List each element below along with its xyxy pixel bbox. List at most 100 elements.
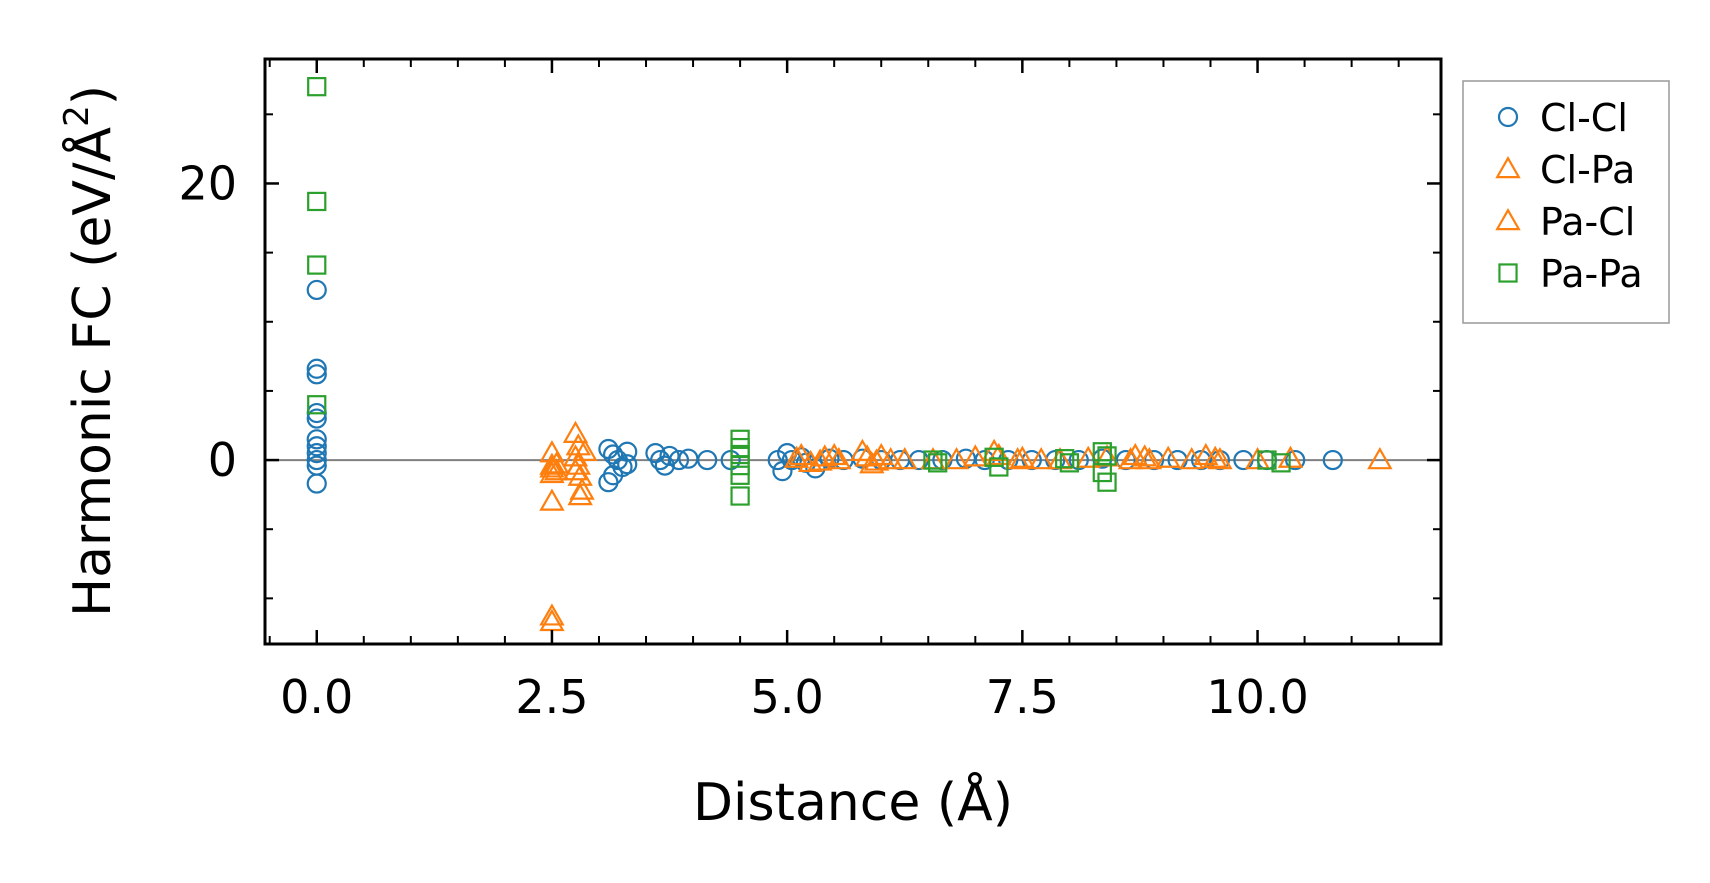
data-point <box>306 449 327 471</box>
x-tick-label: 2.5 <box>515 670 588 724</box>
data-point <box>307 395 327 415</box>
data-point <box>565 433 591 456</box>
data-point <box>306 429 327 450</box>
data-point <box>1285 449 1306 471</box>
legend-label-cl-pa: Cl-Pa <box>1540 148 1635 192</box>
data-point <box>306 436 327 457</box>
legend: Cl-Cl Cl-Pa Pa-Cl Pa-Pa <box>1462 80 1670 324</box>
y-tick-label: 20 <box>178 156 237 210</box>
data-point <box>781 449 802 471</box>
data-point <box>1028 447 1054 470</box>
y-axis-label: Harmonic FC (eV/Å2) <box>57 85 123 617</box>
data-point <box>565 452 591 475</box>
data-point <box>923 450 943 470</box>
data-point <box>539 455 565 478</box>
data-point <box>943 447 970 470</box>
data-point <box>1207 447 1233 470</box>
data-point <box>572 438 598 461</box>
data-point <box>1055 449 1075 469</box>
data-point <box>306 364 327 385</box>
data-point <box>1117 447 1144 470</box>
data-point <box>1004 447 1031 470</box>
data-point <box>569 477 595 500</box>
legend-marker-cl-pa <box>1495 155 1521 179</box>
data-point <box>962 444 988 467</box>
data-point <box>928 453 948 473</box>
legend-label-pa-pa: Pa-Pa <box>1540 252 1643 296</box>
data-point <box>1271 453 1291 473</box>
data-point <box>1097 446 1117 466</box>
data-point <box>307 77 327 97</box>
data-point <box>1202 445 1228 468</box>
legend-marker-cl-cl <box>1497 106 1519 128</box>
x-tick-label: 5.0 <box>751 670 824 724</box>
data-point <box>984 447 1004 467</box>
data-point <box>1178 447 1205 470</box>
data-point <box>826 447 852 470</box>
data-point <box>849 438 876 461</box>
legend-marker-pa-cl <box>1495 207 1521 231</box>
y-axis-label-close: ) <box>63 85 123 105</box>
data-point <box>1155 445 1181 468</box>
data-point <box>659 445 680 467</box>
data-point <box>654 455 675 476</box>
series-pa-pa <box>307 77 1291 506</box>
x-tick-label: 10.0 <box>1206 670 1308 724</box>
data-point <box>306 473 327 494</box>
y-tick-label: 0 <box>208 433 237 487</box>
data-point <box>306 358 327 379</box>
data-points-layer <box>306 77 1393 632</box>
data-point <box>892 447 918 470</box>
data-point <box>668 449 690 471</box>
data-point <box>863 448 890 471</box>
data-point <box>1097 472 1117 492</box>
data-point <box>307 255 327 275</box>
legend-box <box>1462 80 1670 324</box>
data-point <box>1322 449 1343 471</box>
data-point <box>539 608 565 632</box>
data-point <box>567 483 593 506</box>
data-point <box>812 444 838 467</box>
data-point <box>598 438 619 460</box>
data-point <box>539 603 565 626</box>
data-point <box>1059 453 1080 473</box>
data-point <box>981 438 1007 461</box>
data-point <box>1257 450 1277 470</box>
x-axis-label: Distance (Å) <box>693 771 1013 833</box>
data-point <box>1136 447 1163 470</box>
y-axis-label-superscript: 2 <box>57 105 97 127</box>
data-point <box>543 458 570 481</box>
y-axis-label-main: Harmonic FC (eV/Å <box>61 126 123 617</box>
data-point <box>306 408 327 429</box>
series-cl-pa <box>539 420 1393 632</box>
data-point <box>306 443 327 464</box>
data-point <box>730 465 750 485</box>
data-point <box>821 442 847 466</box>
plot-frame <box>263 57 1443 646</box>
data-point <box>617 441 638 462</box>
data-point <box>986 442 1012 466</box>
data-point <box>1367 447 1393 470</box>
data-point <box>1009 445 1036 468</box>
x-tick-label: 0.0 <box>280 670 353 724</box>
data-point <box>783 445 810 468</box>
data-point <box>697 449 718 471</box>
data-point <box>788 442 814 466</box>
data-point <box>730 486 750 506</box>
data-point <box>617 454 638 475</box>
legend-marker-pa-pa <box>1498 263 1518 283</box>
data-point <box>1131 444 1158 467</box>
x-tick-label: 7.5 <box>986 670 1059 724</box>
data-point <box>602 465 624 486</box>
data-point <box>989 457 1009 477</box>
data-point <box>543 451 570 474</box>
data-point <box>307 191 327 212</box>
data-point <box>730 444 750 465</box>
legend-label-cl-cl: Cl-Cl <box>1540 96 1628 140</box>
data-point <box>730 455 750 476</box>
data-point <box>539 452 565 475</box>
axis-ticks-layer: 0.0 2.5 5.0 7.5 10.0 0 20 <box>178 59 1441 724</box>
data-point <box>562 444 589 467</box>
data-point <box>1092 442 1112 462</box>
